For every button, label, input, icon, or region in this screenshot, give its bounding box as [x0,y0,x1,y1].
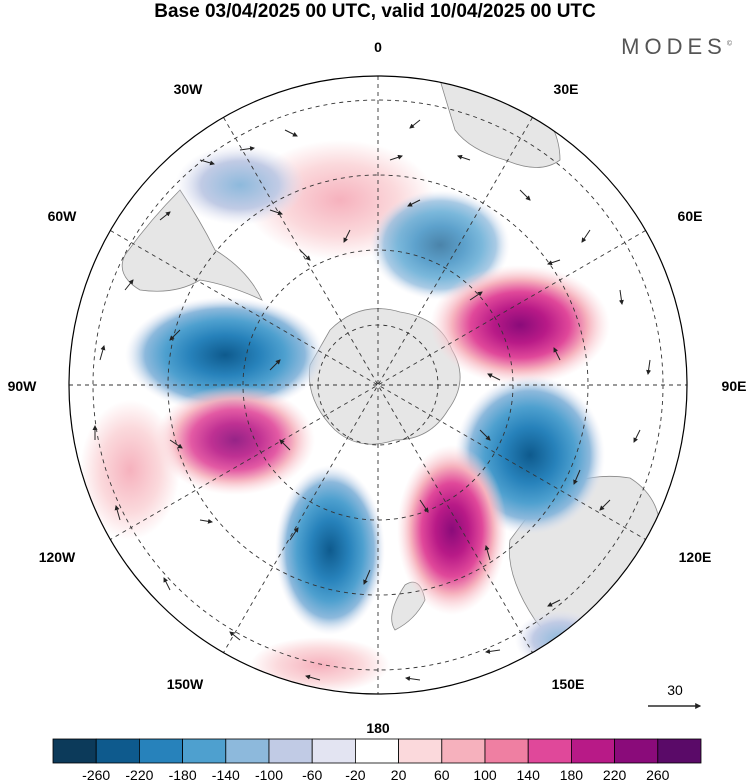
colorbar-swatch [398,738,443,764]
colorbar-tick-label: 180 [560,767,584,783]
colorbar-swatch [182,738,227,764]
colorbar-swatch [138,738,183,764]
anomaly-cell-high-150-outer [250,637,390,693]
label-60e: 60E [678,208,703,224]
brand-logo: MODES© [621,34,732,60]
colorbar-tick-label: 100 [473,767,497,783]
colorbar-swatch [657,738,702,764]
colorbar-swatch [571,738,616,764]
label-0: 0 [374,39,382,55]
graticule [69,76,687,694]
brand-mark: © [726,40,732,48]
anomaly-cell-low-90w [125,297,325,413]
colorbar-swatch [52,738,97,764]
south-america-land [121,189,263,301]
anomaly-cell-high-70e [430,265,610,385]
label-150e: 150E [552,676,585,692]
colorbar-tick-label: -180 [169,767,197,783]
colorbar-tick-label: -100 [255,767,283,783]
label-30w: 30W [174,81,204,97]
map-title: Base 03/04/2025 00 UTC, valid 10/04/2025… [154,1,596,22]
colorbar-swatch [354,738,399,764]
colorbar-tick-label: -260 [82,767,110,783]
anomaly-cell-high-100w [155,385,315,495]
colorbar-swatch [484,738,529,764]
label-120e: 120E [679,549,712,565]
anomaly-cell-neg-upper-left [175,145,305,225]
colorbar-tick-label: -60 [302,767,322,783]
colorbar-swatch [225,738,270,764]
colorbar-swatch [95,738,140,764]
label-90w: 90W [8,378,38,394]
colorbar-swatch [311,738,356,764]
colorbar-tick-label: 140 [517,767,541,783]
label-90e: 90E [722,378,747,394]
anomaly-cell-high-160e [397,445,507,615]
colorbar: -260 -220 -180 -140 -100 -60 -20 20 60 100 140 180 2… [52,738,702,783]
colorbar-tick-label: 220 [603,767,627,783]
brand-text: MODES [621,34,727,59]
colorbar-tick-label: 260 [646,767,670,783]
label-180: 180 [366,720,390,736]
colorbar-swatch [268,738,313,764]
label-30e: 30E [554,81,579,97]
label-60w: 60W [48,208,78,224]
anomaly-cell-weak-left [80,400,180,540]
anomaly-cell-weak-lower-right [515,610,605,670]
map-disc [69,76,687,694]
colorbar-tick-label: 20 [391,767,407,783]
reference-vector: 30 [648,682,702,709]
colorbar-swatch [614,738,659,764]
colorbar-swatch [527,738,572,764]
colorbar-tick-label: -220 [125,767,153,783]
wind-vectors [92,119,652,682]
colorbar-tick-label: -20 [345,767,365,783]
reference-vector-label: 30 [667,682,683,698]
map-border [68,75,688,695]
colorbar-swatch [441,738,486,764]
label-120w: 120W [39,549,76,565]
colorbar-tick-label: 60 [434,767,450,783]
label-150w: 150W [167,676,204,692]
anomaly-cell-low-150w [275,465,385,635]
colorbar-tick-label: -140 [212,767,240,783]
